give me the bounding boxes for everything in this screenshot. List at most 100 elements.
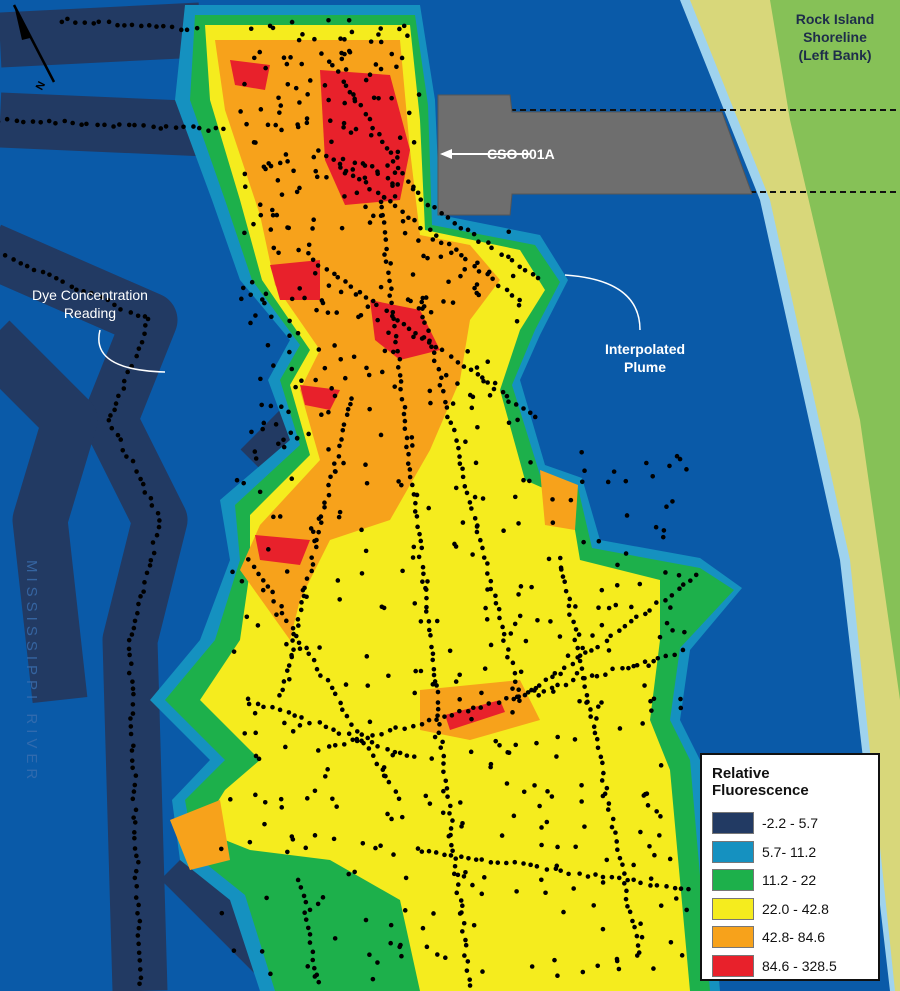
reading-dot [433,850,439,855]
reading-dot [151,124,156,130]
reading-dot [206,128,211,134]
reading-dot [395,365,401,370]
reading-dot [571,886,576,891]
reading-dot [363,77,369,83]
reading-dot [288,430,294,436]
reading-dot [448,250,454,256]
reading-dot [349,29,355,35]
reading-dot [362,175,368,181]
reading-dot [326,492,332,498]
reading-dot [242,731,248,736]
reading-dot [450,848,455,854]
reading-dot [442,714,447,719]
reading-dot [260,587,266,593]
reading-dot [432,734,438,740]
reading-dot [567,596,573,602]
reading-dot [284,641,289,647]
reading-dot [112,302,117,308]
reading-dot [550,497,555,502]
reading-dot [445,794,450,799]
reading-dot [241,480,246,486]
reading-dot [512,670,518,676]
reading-dot [406,110,412,116]
reading-dot [349,722,354,727]
reading-dot [617,628,622,633]
reading-dot [579,799,584,804]
reading-dot [244,121,249,127]
reading-dot [266,161,271,166]
reading-dot [416,92,422,97]
reading-dot [654,809,659,814]
legend-range: 11.2 - 22 [762,872,817,889]
shoreline-subtitle: (Left Bank) [798,47,872,63]
reading-dot [461,364,467,369]
reading-dot [234,477,240,483]
reading-dot [551,689,556,694]
reading-dot [522,692,528,698]
reading-dot [368,39,374,44]
reading-dot [606,801,612,806]
reading-dot [620,862,625,867]
reading-dot [326,97,331,103]
reading-dot [576,632,582,637]
reading-dot [132,820,138,825]
reading-dot [251,564,257,570]
reading-dot [326,744,332,749]
reading-dot [271,599,276,604]
reading-dot [219,910,225,916]
reading-dot [402,230,408,236]
reading-dot [363,111,369,117]
reading-dot [485,587,490,592]
reading-dot [504,393,510,399]
reading-dot [402,426,408,432]
legend-swatch [712,926,754,949]
reading-dot [615,562,620,568]
reading-dot [379,204,384,210]
reading-dot [126,637,132,643]
dye-reading-label: Dye Concentration Reading [32,287,148,321]
reading-dot [467,392,473,398]
reading-dot [342,194,347,199]
reading-dot [521,789,527,795]
reading-dot [276,95,281,101]
reading-dot [279,603,284,609]
reading-dot [509,257,515,263]
reading-dot [404,435,410,441]
reading-dot [401,411,407,417]
reading-dot [614,839,620,844]
reading-dot [122,23,127,28]
reading-dot [476,292,482,298]
reading-dot [415,846,421,851]
reading-dot [279,610,285,616]
reading-dot [47,272,52,277]
reading-dot [366,746,372,751]
reading-dot [417,531,422,537]
reading-dot [278,103,284,108]
reading-dot [479,690,484,696]
reading-dot [566,603,572,609]
reading-dot [310,257,316,263]
reading-dot [344,713,350,719]
reading-dot [628,618,634,624]
reading-dot [106,417,112,423]
reading-dot [279,404,284,410]
reading-dot [418,619,424,624]
reading-dot [457,672,463,678]
reading-dot [429,756,435,761]
reading-dot [402,908,408,913]
reading-dot [314,174,320,180]
reading-dot [304,120,310,126]
reading-dot [304,116,310,121]
reading-dot [555,973,560,978]
reading-dot [126,646,132,652]
reading-dot [418,197,424,202]
reading-dot [462,484,468,489]
reading-dot [426,328,431,334]
reading-dot [376,32,381,37]
reading-dot [642,659,648,664]
reading-dot [557,555,563,561]
reading-dot [353,292,359,297]
reading-dot [545,789,550,794]
reading-dot [592,730,598,736]
